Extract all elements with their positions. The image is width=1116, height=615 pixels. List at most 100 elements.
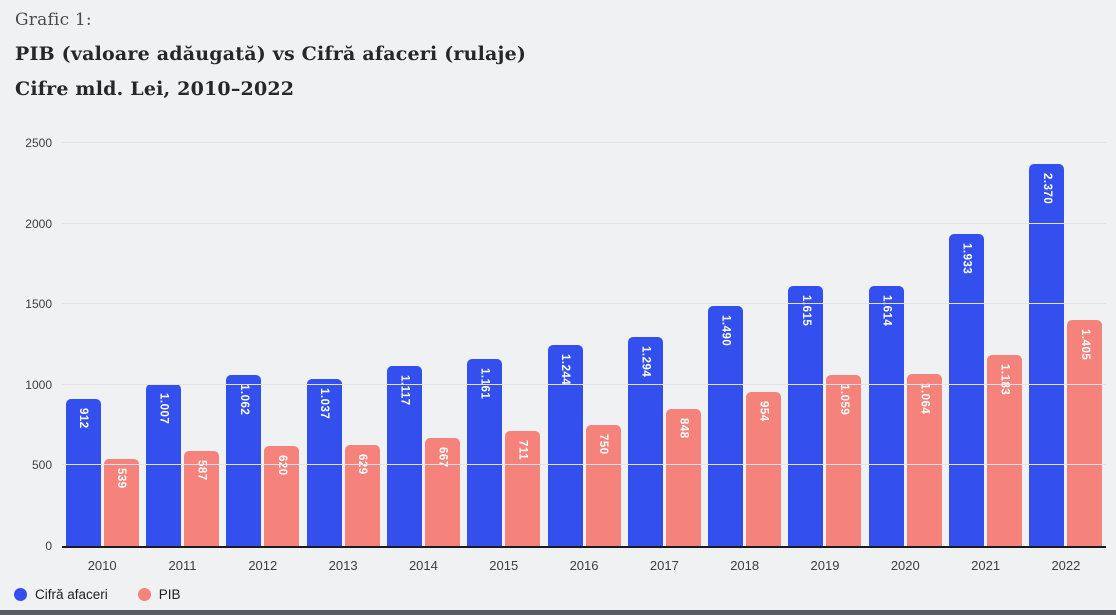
chart-kicker: Grafic 1:: [15, 10, 92, 30]
bar-pib-2015: 711: [505, 431, 541, 546]
bar-pib-2022: 1.405: [1067, 319, 1103, 546]
bar-value-label: 912: [77, 408, 90, 429]
bar-group-2016: 1.244 750 2016: [544, 143, 624, 573]
bar-pib-2018: 954: [746, 392, 782, 546]
bar-group-2020: 1.614 1.064 2020: [865, 143, 945, 573]
bar-value-label: 1.490: [719, 314, 732, 347]
bar-value-label: 954: [757, 401, 770, 422]
bar-group-2022: 2.370 1.405 2022: [1026, 143, 1106, 573]
bar-pib-2021: 1.183: [987, 355, 1023, 546]
bar-cifra-afaceri-2018: 1.490: [708, 305, 744, 546]
legend-label: PIB: [158, 587, 181, 602]
chart-title: PIB (valoare adăugată) vs Cifră afaceri …: [15, 43, 527, 65]
x-axis-label-2020: 2020: [890, 558, 920, 573]
bar-cifra-afaceri-2020: 1.614: [868, 285, 904, 546]
x-axis-label-2011: 2011: [168, 558, 197, 573]
bar-value-label: 667: [436, 447, 449, 469]
gridline: [62, 383, 1106, 385]
y-tick-label: 2500: [25, 136, 52, 150]
bar-cifra-afaceri-2015: 1.161: [467, 358, 503, 546]
bar-pib-2010: 539: [103, 459, 139, 546]
gridline: [62, 303, 1106, 305]
bar-group-2017: 1.294 848 2017: [624, 143, 704, 573]
gridline: [62, 222, 1106, 224]
y-tick-label: 500: [31, 458, 52, 473]
bar-value-label: 1.059: [837, 384, 850, 416]
bar-value-label: 1.614: [880, 294, 893, 327]
bar-pib-2013: 629: [344, 444, 380, 546]
bar-group-2014: 1.117 667 2014: [383, 143, 463, 573]
plot-area: 912 539 2010 1.007 587 2011 1.062 620 2012 1.037 6…: [62, 142, 1106, 573]
legend-dot-icon: [137, 588, 151, 601]
bar-cifra-afaceri-2010: 912: [65, 399, 101, 546]
y-axis: 0 500 1000 1500 2000 2500: [0, 136, 52, 553]
legend-dot-icon: [14, 588, 27, 601]
gridline: [62, 464, 1106, 466]
bar-cifra-afaceri-2021: 1.933: [949, 234, 985, 546]
x-axis-label-2013: 2013: [328, 558, 358, 573]
x-axis-label-2014: 2014: [408, 558, 438, 573]
y-tick-label: 2000: [25, 216, 52, 231]
y-tick-label: 0: [45, 539, 52, 553]
bar-cifra-afaceri-2019: 1.615: [788, 285, 824, 546]
bar-pib-2017: 848: [665, 409, 701, 546]
bar-pib-2020: 1.064: [906, 374, 942, 546]
x-axis-label-2022: 2022: [1051, 558, 1081, 573]
bar-cifra-afaceri-2012: 1.062: [226, 374, 262, 546]
bar-group-2015: 1.161 711 2015: [464, 143, 544, 573]
bar-cifra-afaceri-2014: 1.117: [386, 365, 422, 546]
y-tick-label: 1000: [25, 377, 52, 392]
bar-value-label: 1.933: [960, 243, 973, 275]
x-axis-label-2018: 2018: [730, 558, 760, 573]
bar-value-label: 1.294: [639, 346, 652, 378]
bar-group-2010: 912 539 2010: [62, 143, 142, 573]
bar-value-label: 1.405: [1078, 328, 1091, 360]
x-axis-label-2015: 2015: [489, 558, 519, 573]
bar-cifra-afaceri-2013: 1.037: [306, 378, 342, 546]
bar-value-label: 539: [115, 468, 128, 489]
chart-header: Grafic 1: PIB (valoare adăugată) vs Cifr…: [15, 10, 526, 100]
gridline: [62, 142, 1106, 143]
bar-cifra-afaceri-2017: 1.294: [627, 337, 663, 546]
x-axis-label-2012: 2012: [248, 558, 278, 573]
x-axis-label-2010: 2010: [87, 558, 117, 573]
bar-value-label: 1.615: [799, 294, 812, 326]
legend-label: Cifră afaceri: [35, 587, 108, 602]
bar-value-label: 1.161: [479, 368, 491, 399]
x-axis-label-2021: 2021: [971, 558, 1001, 573]
bar-cifra-afaceri-2022: 2.370: [1029, 163, 1065, 546]
legend: Cifră afaceri PIB: [14, 587, 181, 602]
bar-value-label: 1.117: [398, 374, 411, 406]
bar-pib-2011: 587: [183, 451, 219, 546]
bar-group-2021: 1.933 1.183 2021: [945, 143, 1025, 573]
bar-pib-2012: 620: [264, 446, 300, 546]
bar-value-label: 2.370: [1040, 172, 1053, 205]
bar-group-2018: 1.490 954 2018: [705, 143, 785, 573]
bar-value-label: 1.037: [318, 387, 331, 420]
x-axis-label-2016: 2016: [569, 558, 599, 573]
bar-group-2011: 1.007 587 2011: [142, 143, 222, 573]
bar-value-label: 848: [677, 418, 690, 439]
bar-value-label: 1.007: [157, 392, 170, 424]
bar-pib-2019: 1.059: [826, 375, 862, 546]
bar-value-label: 629: [356, 454, 368, 475]
y-tick-label: 1500: [25, 297, 52, 312]
bars-row: 912 539 2010 1.007 587 2011 1.062 620 2012 1.037 6…: [62, 143, 1106, 573]
bar-cifra-afaceri-2016: 1.244: [547, 345, 583, 546]
legend-item-cifra-afaceri[interactable]: Cifră afaceri: [14, 587, 108, 602]
bar-group-2019: 1.615 1.059 2019: [785, 143, 865, 573]
bar-value-label: 1.183: [998, 364, 1011, 396]
bottom-border: [0, 610, 1116, 615]
chart-subtitle: Cifre mld. Lei, 2010–2022: [15, 78, 295, 100]
x-axis-label-2017: 2017: [649, 558, 679, 573]
bar-pib-2016: 750: [585, 425, 621, 546]
bar-pib-2014: 667: [424, 438, 460, 546]
bar-value-label: 1.064: [918, 383, 931, 415]
legend-item-pib[interactable]: PIB: [137, 587, 181, 602]
x-axis-label-2019: 2019: [810, 558, 840, 573]
bar-group-2012: 1.062 620 2012: [223, 143, 303, 573]
bar-value-label: 711: [516, 440, 529, 461]
bar-value-label: 750: [597, 434, 610, 455]
bar-group-2013: 1.037 629 2013: [303, 143, 383, 573]
bar-value-label: 1.062: [237, 383, 250, 416]
